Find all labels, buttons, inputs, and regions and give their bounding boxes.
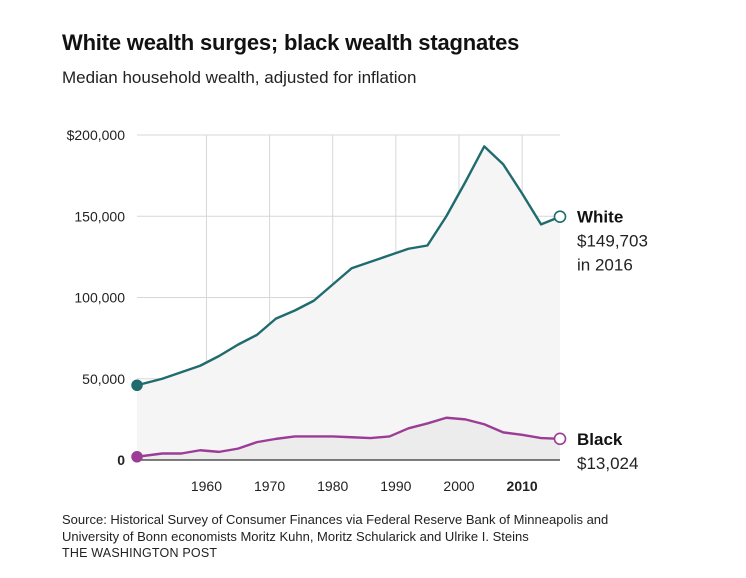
chart-title: White wealth surges; black wealth stagna… <box>62 30 520 55</box>
source-line-1: Source: Historical Survey of Consumer Fi… <box>62 512 609 527</box>
series-start-point <box>131 451 143 463</box>
series-end-label-name: White <box>577 208 623 227</box>
axis-layer: 0 50,000 100,000 150,000 $200,000 1960 1970 198… <box>67 127 560 494</box>
series-start-point <box>131 379 143 391</box>
series-area-white <box>137 146 560 460</box>
series-line-white <box>136 145 561 387</box>
series-area-black <box>137 417 560 460</box>
source-note: Source: Historical Survey of Consumer Fi… <box>62 511 702 545</box>
wealth-chart: 0 50,000 100,000 150,000 $200,000 1960 1970 198… <box>67 127 648 494</box>
marker-layer <box>131 210 567 463</box>
x-tick-label: 1980 <box>317 478 348 494</box>
series-end-label-value: $13,024 <box>577 454 638 473</box>
series-end-label-note: in 2016 <box>577 256 633 275</box>
y-tick-label: 150,000 <box>74 208 125 224</box>
series-end-label-name: Black <box>577 430 623 449</box>
y-tick-label: 50,000 <box>82 371 125 387</box>
x-tick-label: 1990 <box>380 478 411 494</box>
y-tick-label: 100,000 <box>74 290 125 306</box>
area-layer <box>137 146 560 460</box>
y-tick-label: $200,000 <box>67 127 126 143</box>
label-layer: White $149,703 in 2016 Black $13,024 <box>577 208 648 473</box>
x-tick-label: 1960 <box>191 478 222 494</box>
x-tick-label: 1970 <box>254 478 285 494</box>
x-tick-label: 2000 <box>443 478 474 494</box>
y-tick-label: 0 <box>117 452 125 468</box>
chart-subtitle: Median household wealth, adjusted for in… <box>62 68 417 87</box>
source-line-2: University of Bonn economists Moritz Kuh… <box>62 529 529 544</box>
series-line-black <box>136 416 561 458</box>
series-end-point <box>553 210 567 224</box>
series-end-label-value: $149,703 <box>577 232 648 251</box>
line-layer <box>136 145 561 458</box>
series-end-point <box>553 432 567 446</box>
publisher-credit: THE WASHINGTON POST <box>62 546 218 560</box>
x-tick-label: 2010 <box>507 478 538 494</box>
